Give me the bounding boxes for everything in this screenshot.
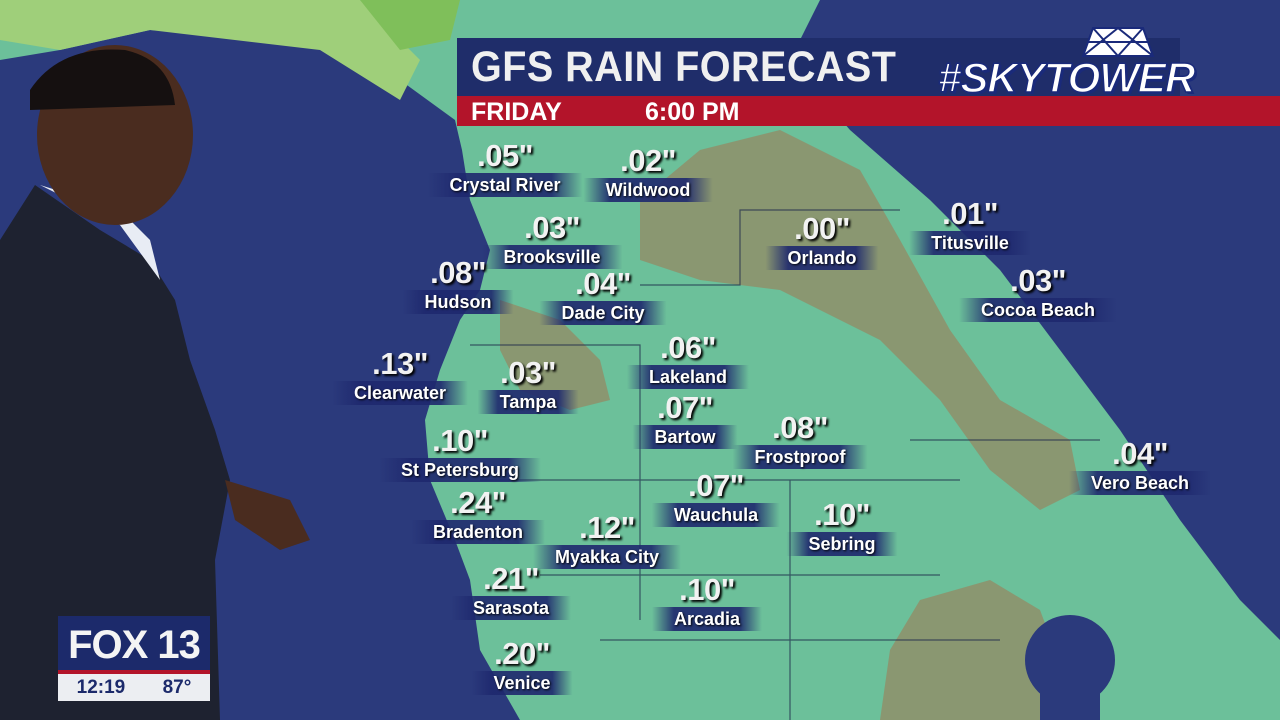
suit [0, 185, 230, 720]
dry-area [500, 300, 610, 410]
temperature: 87° [162, 676, 192, 698]
forecast-day: FRIDAY [471, 98, 562, 126]
rain-amount: .01" [942, 196, 998, 231]
rain-amount: .08" [430, 255, 486, 290]
rain-amount: .03" [1010, 263, 1066, 298]
forecast-label: .06" Lakeland [626, 330, 750, 389]
city-name: Frostproof [732, 445, 868, 469]
city-name: Arcadia [651, 607, 763, 631]
city-name: Bradenton [411, 520, 545, 544]
rain-amount: .02" [620, 143, 676, 178]
forecast-label: .08" Frostproof [732, 410, 868, 469]
forecast-label: .10" Arcadia [651, 572, 763, 631]
dry-area [640, 130, 1080, 510]
forecast-label: .05" Crystal River [427, 138, 583, 197]
rain-amount: .03" [500, 355, 556, 390]
city-name: Wildwood [583, 178, 713, 202]
rain-amount: .04" [1112, 436, 1168, 471]
rain-amount: .24" [450, 485, 506, 520]
forecast-title: GFS RAIN FORECAST [471, 43, 897, 91]
rain-amount: .05" [477, 138, 533, 173]
rain-amount: .03" [524, 210, 580, 245]
rain-amount: .10" [814, 497, 870, 532]
forecast-label: .10" St Petersburg [378, 423, 542, 482]
city-name: St Petersburg [378, 458, 542, 482]
forecast-header: GFS RAIN FORECAST FRIDAY 6:00 PM [457, 38, 1280, 126]
header-title-bar [457, 38, 1180, 96]
clock: 12:19 [76, 676, 126, 698]
city-name: Clearwater [331, 381, 469, 405]
forecast-label: .04" Vero Beach [1068, 436, 1212, 495]
city-name: Brooksville [481, 245, 623, 269]
north-green-area [0, 0, 420, 100]
rain-amount: .07" [657, 390, 713, 425]
city-name: Vero Beach [1068, 471, 1212, 495]
city-name: Bartow [632, 425, 738, 449]
rain-amount: .10" [432, 423, 488, 458]
rain-amount: .20" [494, 636, 550, 671]
forecast-label: .07" Bartow [632, 390, 738, 449]
city-name: Wauchula [651, 503, 781, 527]
station-bug: FOX 13 12:19 87° [58, 616, 210, 701]
forecast-label: .24" Bradenton [411, 487, 545, 544]
rain-amount: .07" [688, 468, 744, 503]
city-name: Lakeland [626, 365, 750, 389]
rain-amount: .12" [579, 510, 635, 545]
city-name: Tampa [477, 390, 579, 414]
city-name: Sebring [786, 532, 898, 556]
rain-amount: .08" [772, 410, 828, 445]
header-time-bar [457, 96, 1280, 126]
city-name: Myakka City [532, 545, 682, 569]
rain-amount: .06" [660, 330, 716, 365]
county-lines [470, 209, 1100, 720]
dry-area [880, 580, 1070, 720]
forecast-label: .12" Myakka City [532, 510, 682, 569]
fox13-logo: FOX 13 [58, 616, 210, 674]
forecast-label: .01" Titusville [909, 198, 1031, 255]
city-name: Dade City [539, 301, 667, 325]
hand [225, 480, 310, 550]
city-name: Cocoa Beach [958, 298, 1118, 322]
radar-dome-icon [1081, 26, 1155, 58]
forecast-time: 6:00 PM [645, 98, 740, 126]
skytower-brand: #SKYTOWER [937, 53, 1196, 102]
skytower-logo: #SKYTOWER [937, 22, 1196, 102]
city-name: Orlando [765, 246, 879, 270]
forecast-label: .08" Hudson [402, 255, 514, 314]
rain-amount: .21" [483, 561, 539, 596]
forecast-label: .04" Dade City [539, 266, 667, 325]
rain-amount: .13" [372, 346, 428, 381]
city-name: Venice [471, 671, 573, 695]
forecast-label: .20" Venice [471, 636, 573, 695]
north-green-area [360, 0, 460, 50]
rain-amount: .10" [679, 572, 735, 607]
city-name: Sarasota [450, 596, 572, 620]
lake-okeechobee-fill [1040, 640, 1100, 720]
city-name: Titusville [909, 231, 1031, 255]
forecast-label: .03" Tampa [477, 355, 579, 414]
hair [30, 49, 175, 110]
forecast-label: .03" Cocoa Beach [958, 263, 1118, 322]
rain-amount: .04" [575, 266, 631, 301]
rain-amount: .00" [794, 211, 850, 246]
city-name: Crystal River [427, 173, 583, 197]
forecast-label: .21" Sarasota [450, 561, 572, 620]
forecast-label: .02" Wildwood [583, 143, 713, 202]
forecast-label: .10" Sebring [786, 497, 898, 556]
forecast-label: .07" Wauchula [651, 468, 781, 527]
forecast-label: .00" Orlando [765, 211, 879, 270]
forecast-label: .13" Clearwater [331, 346, 469, 405]
city-name: Hudson [402, 290, 514, 314]
forecast-label: .03" Brooksville [481, 210, 623, 269]
